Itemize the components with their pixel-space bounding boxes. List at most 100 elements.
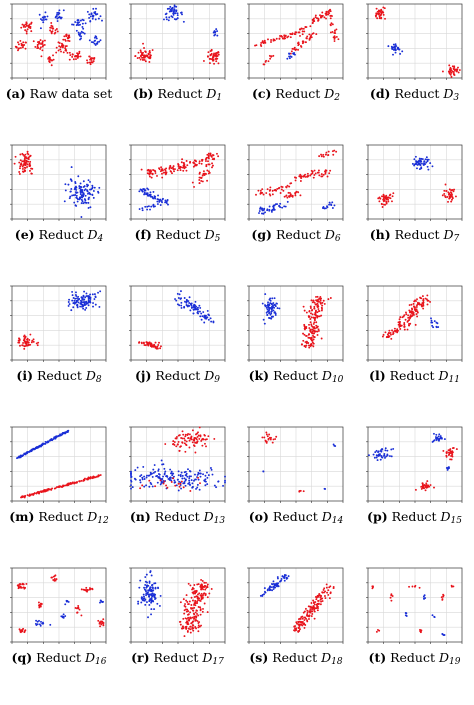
data-point-red xyxy=(378,12,380,14)
data-point-red xyxy=(194,452,196,454)
data-point-blue xyxy=(84,199,86,201)
data-point-red xyxy=(42,40,44,42)
data-point-blue xyxy=(206,477,208,479)
data-point-red xyxy=(270,56,272,58)
data-point-blue xyxy=(76,30,78,32)
panel-variable: D xyxy=(206,86,216,101)
data-point-blue xyxy=(181,478,183,480)
data-point-red xyxy=(211,165,213,167)
data-point-red xyxy=(18,587,20,589)
data-point-blue xyxy=(153,464,155,466)
panel-subscript: 17 xyxy=(212,657,223,667)
data-point-blue xyxy=(99,602,101,604)
data-point-blue xyxy=(81,197,83,199)
data-point-blue xyxy=(148,596,150,598)
data-point-red xyxy=(171,172,173,174)
data-point-blue xyxy=(279,203,281,205)
data-point-blue xyxy=(375,457,377,459)
data-point-red xyxy=(313,321,315,323)
data-point-red xyxy=(204,443,206,445)
data-point-blue xyxy=(148,581,150,583)
data-point-red xyxy=(457,67,459,69)
data-point-blue xyxy=(140,474,142,476)
data-point-red xyxy=(202,60,204,62)
data-point-red xyxy=(25,48,27,50)
data-point-blue xyxy=(148,599,150,601)
data-point-red xyxy=(191,600,193,602)
data-point-blue xyxy=(94,187,96,189)
data-point-red xyxy=(49,29,51,31)
data-point-red xyxy=(192,610,194,612)
data-point-red xyxy=(197,435,199,437)
scatter-plot-f xyxy=(119,141,238,241)
data-point-blue xyxy=(75,187,77,189)
data-point-red xyxy=(200,440,202,442)
panel-t: (t) Reduct D19 xyxy=(356,564,474,705)
data-point-blue xyxy=(179,475,181,477)
data-point-red xyxy=(182,618,184,620)
data-point-blue xyxy=(288,53,290,55)
data-point-red xyxy=(263,437,265,439)
data-point-red xyxy=(180,481,182,483)
data-point-blue xyxy=(145,484,147,486)
data-point-blue xyxy=(80,186,82,188)
data-point-blue xyxy=(40,27,42,29)
data-point-red xyxy=(215,60,217,62)
data-point-blue xyxy=(173,8,175,10)
data-point-red xyxy=(308,615,310,617)
data-point-red xyxy=(161,177,163,179)
data-point-red xyxy=(142,59,144,61)
data-point-red xyxy=(191,587,193,589)
data-point-red xyxy=(99,625,101,627)
data-point-blue xyxy=(29,451,31,453)
data-point-red xyxy=(191,624,193,626)
data-point-red xyxy=(187,613,189,615)
data-point-red xyxy=(26,33,28,35)
data-point-blue xyxy=(173,6,175,8)
data-point-red xyxy=(102,618,104,620)
data-point-blue xyxy=(274,311,276,313)
data-point-red xyxy=(272,55,274,57)
data-point-red xyxy=(178,486,180,488)
data-point-red xyxy=(209,54,211,56)
panel-label: Raw data set xyxy=(30,86,113,101)
data-point-red xyxy=(22,495,24,497)
data-point-blue xyxy=(70,179,72,181)
data-point-red xyxy=(315,14,317,16)
data-point-red xyxy=(30,23,32,25)
data-point-blue xyxy=(187,300,189,302)
data-point-red xyxy=(305,176,307,178)
data-point-blue xyxy=(150,206,152,208)
data-point-red xyxy=(198,177,200,179)
data-point-red xyxy=(20,47,22,49)
data-point-blue xyxy=(202,473,204,475)
data-point-blue xyxy=(68,299,70,301)
data-point-red xyxy=(134,55,136,57)
data-point-red xyxy=(312,600,314,602)
data-point-red xyxy=(159,347,161,349)
data-point-blue xyxy=(197,472,199,474)
data-point-red xyxy=(302,40,304,42)
panel-k: (k) Reduct D10 xyxy=(237,282,356,423)
data-point-red xyxy=(185,611,187,613)
data-point-blue xyxy=(262,303,264,305)
data-point-red xyxy=(413,307,415,309)
data-point-blue xyxy=(166,8,168,10)
data-point-red xyxy=(148,176,150,178)
data-point-blue xyxy=(414,156,416,158)
data-point-red xyxy=(276,38,278,40)
data-point-blue xyxy=(49,439,51,441)
data-point-blue xyxy=(212,321,214,323)
data-point-red xyxy=(185,444,187,446)
data-point-red xyxy=(398,322,400,324)
data-point-red xyxy=(421,484,423,486)
data-point-blue xyxy=(172,12,174,14)
data-point-blue xyxy=(86,185,88,187)
data-point-red xyxy=(333,150,335,152)
data-point-blue xyxy=(188,296,190,298)
data-point-red xyxy=(278,187,280,189)
data-point-red xyxy=(182,170,184,172)
panel-caption: (m) Reduct D12 xyxy=(0,509,118,526)
data-point-blue xyxy=(264,211,266,213)
data-point-blue xyxy=(43,19,45,21)
